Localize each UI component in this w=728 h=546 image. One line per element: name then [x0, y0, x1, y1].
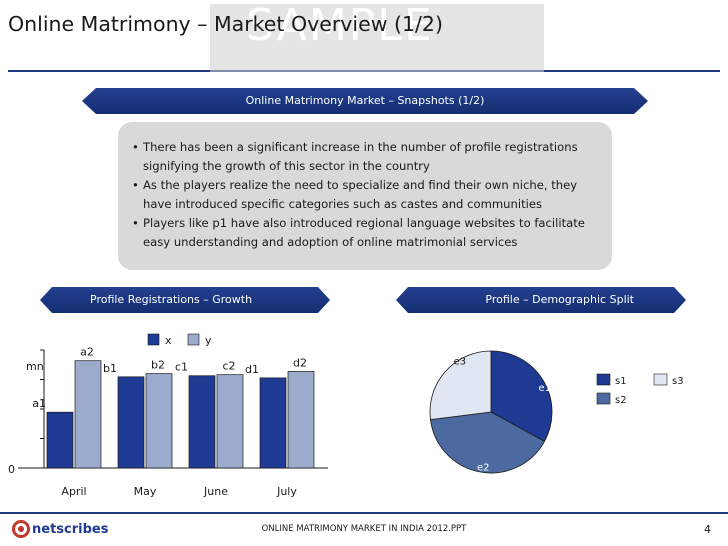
pie-slice-label: e2: [477, 463, 490, 474]
bar-data-label: a2: [80, 346, 94, 359]
bar-data-label: d2: [293, 356, 307, 369]
pie-legend-label: s3: [672, 376, 684, 387]
logo-mark-icon: [12, 520, 30, 538]
y-tick-label: 0: [8, 463, 15, 476]
legend-swatch-x: [147, 333, 160, 346]
bar-x-june: [188, 375, 216, 469]
watermark-box: [210, 4, 544, 72]
bar-x-may: [117, 376, 145, 469]
bar-data-label: b2: [151, 359, 165, 372]
snapshot-bullet-box: There has been a significant increase in…: [118, 122, 612, 270]
snapshot-bullet-list: There has been a significant increase in…: [118, 122, 612, 252]
pie-slice-e3: [429, 350, 492, 421]
bar-x-july: [259, 377, 287, 469]
footer-document-name: ONLINE MATRIMONY MARKET IN INDIA 2012.PP…: [261, 524, 467, 534]
pie-legend-swatch-s1: [596, 373, 611, 386]
legend-swatch-y: [187, 333, 200, 346]
bar-y-july: [287, 371, 315, 469]
demographic-ribbon-label: Profile – Demographic Split: [485, 293, 634, 306]
slide-title: Online Matrimony – Market Overview (1/2): [8, 12, 443, 36]
legend-label-y: y: [205, 334, 212, 347]
pie-legend-swatch-s2: [596, 392, 611, 405]
y-axis-label: mn: [26, 360, 44, 373]
x-tick-label: July: [276, 485, 297, 498]
pie-legend-label: s1: [615, 376, 627, 387]
pie-slice-label: e3: [454, 357, 467, 368]
bar-data-label: c1: [175, 361, 188, 374]
bullet-item: Players like p1 have also introduced reg…: [132, 214, 603, 252]
growth-ribbon: Profile Registrations – Growth: [40, 287, 330, 313]
bar-data-label: a1: [32, 397, 46, 410]
bullet-item: As the players realize the need to speci…: [132, 176, 603, 214]
bar-data-label: d1: [245, 363, 259, 376]
x-tick-label: June: [203, 485, 228, 498]
page-number: 4: [704, 523, 711, 536]
logo-wordmark: netscribes: [32, 522, 109, 537]
snapshot-ribbon: Online Matrimony Market – Snapshots (1/2…: [82, 88, 648, 114]
netscribes-logo: netscribes: [12, 520, 109, 538]
bar-data-label: c2: [222, 360, 235, 373]
demographic-ribbon: Profile – Demographic Split: [396, 287, 686, 313]
registrations-bar-chart: x y mn 0 a1 a2 April b1 b2 May c1 c2 June d1 d2 July: [8, 333, 328, 498]
watermark-text: SAMPLE: [246, 0, 434, 51]
bar-y-april: [74, 360, 102, 469]
bar-data-label: b1: [103, 362, 117, 375]
bar-y-june: [216, 374, 244, 469]
pie-slice-e2: [430, 411, 545, 474]
pie-legend-swatch-s3: [653, 373, 668, 386]
bar-x-april: [46, 411, 74, 469]
bar-y-may: [145, 373, 173, 469]
pie-slice-e1: [490, 350, 553, 442]
legend-label-x: x: [165, 334, 172, 347]
pie-legend-label: s2: [615, 395, 627, 406]
footer-divider: [0, 512, 728, 514]
x-tick-label: April: [61, 485, 86, 498]
demographic-pie-chart: e1 e2 e3 s1 s2 s3: [429, 350, 684, 474]
x-tick-label: May: [134, 485, 157, 498]
pie-slice-label: e1: [538, 383, 551, 394]
bullet-item: There has been a significant increase in…: [132, 138, 603, 176]
growth-ribbon-label: Profile Registrations – Growth: [90, 293, 253, 306]
